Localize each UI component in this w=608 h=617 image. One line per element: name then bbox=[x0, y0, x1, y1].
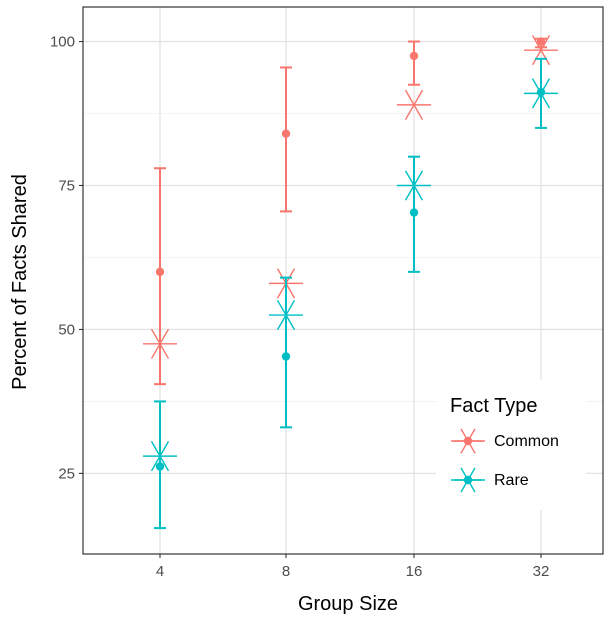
legend-label-rare: Rare bbox=[494, 472, 529, 489]
x-tick-label-32: 32 bbox=[533, 563, 550, 580]
legend-key-common bbox=[451, 428, 485, 454]
legend-key-rare bbox=[451, 467, 485, 493]
common-group-16 bbox=[397, 40, 431, 120]
rare-point-4 bbox=[155, 462, 165, 471]
common-predicted-marker-16-stroke bbox=[404, 89, 424, 120]
rare-group-16 bbox=[397, 155, 431, 273]
common-point-16 bbox=[409, 51, 419, 61]
common-predicted-marker-32-stroke bbox=[531, 35, 551, 66]
rare-predicted-marker-8-stroke bbox=[276, 299, 296, 331]
y-tick-label-100: 100 bbox=[50, 34, 75, 51]
legend-background bbox=[436, 380, 586, 510]
common-predicted-marker-32 bbox=[524, 35, 558, 66]
common-predicted-marker-4 bbox=[143, 328, 177, 359]
x-tick-label-8: 8 bbox=[282, 563, 290, 580]
common-point-32 bbox=[536, 37, 546, 46]
common-predicted-marker-4-stroke bbox=[150, 328, 170, 359]
panel-border bbox=[82, 6, 604, 555]
x-axis-title: Group Size bbox=[298, 593, 398, 615]
legend-key-common-star bbox=[454, 428, 482, 454]
marks bbox=[143, 35, 558, 530]
rare-predicted-marker-4-stroke bbox=[150, 441, 170, 472]
rare-point-8 bbox=[281, 352, 291, 361]
legend-key-common-star-stroke bbox=[460, 428, 476, 454]
y-tick-label-50: 50 bbox=[58, 321, 75, 338]
legend-title: Fact Type bbox=[450, 395, 537, 417]
rare-predicted-marker-8 bbox=[269, 299, 303, 331]
common-group-4 bbox=[143, 167, 177, 386]
common-point-8 bbox=[281, 129, 291, 138]
rare-group-32 bbox=[524, 57, 558, 129]
y-tick-label-75: 75 bbox=[58, 177, 75, 194]
common-predicted-marker-16 bbox=[397, 89, 431, 120]
rare-predicted-marker-4 bbox=[143, 441, 177, 472]
y-tick-label-25: 25 bbox=[58, 465, 75, 482]
legend: Fact Type Common Rare bbox=[436, 380, 586, 510]
common-group-32 bbox=[524, 35, 558, 66]
rare-predicted-marker-32 bbox=[524, 78, 558, 109]
rare-point-16 bbox=[409, 208, 419, 217]
rare-group-8 bbox=[269, 276, 303, 429]
rare-predicted-marker-16-stroke bbox=[404, 170, 424, 201]
x-tick-label-4: 4 bbox=[156, 563, 164, 580]
legend-key-rare-star bbox=[454, 467, 482, 493]
legend-keys bbox=[451, 428, 485, 493]
x-tick-label-16: 16 bbox=[406, 563, 423, 580]
axes: 25 50 75 100 4 8 16 32 bbox=[50, 34, 549, 580]
legend-label-common: Common bbox=[494, 433, 559, 450]
y-axis-title: Percent of Facts Shared bbox=[9, 174, 31, 390]
rare-predicted-marker-32-stroke bbox=[531, 78, 551, 109]
legend-key-rare-star-stroke bbox=[460, 467, 476, 493]
rare-predicted-marker-16 bbox=[397, 170, 431, 201]
rare-group-4 bbox=[143, 400, 177, 530]
common-point-4 bbox=[155, 267, 165, 277]
